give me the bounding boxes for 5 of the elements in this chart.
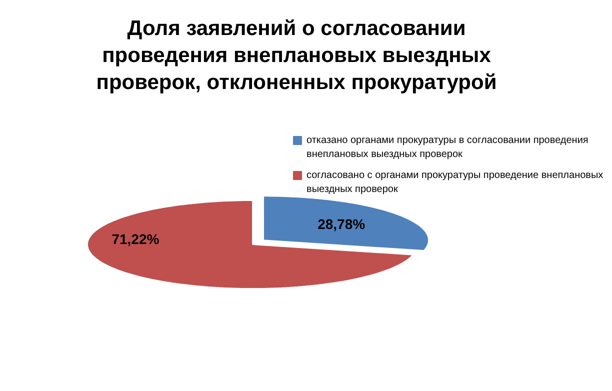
data-label: 28,78% (318, 216, 366, 232)
legend-label: отказано органами прокуратуры в согласовании проведения внеплановых выездных проверок (306, 135, 588, 160)
legend-label: согласовано с органами прокуратуры проведение внеплановых выездных проверок (306, 170, 604, 195)
chart-title: Доля заявлений о согласовании проведения внеплановых выездных проверок, отклоненных прокуратурой (96, 17, 497, 94)
data-label: 71,22% (112, 231, 160, 248)
